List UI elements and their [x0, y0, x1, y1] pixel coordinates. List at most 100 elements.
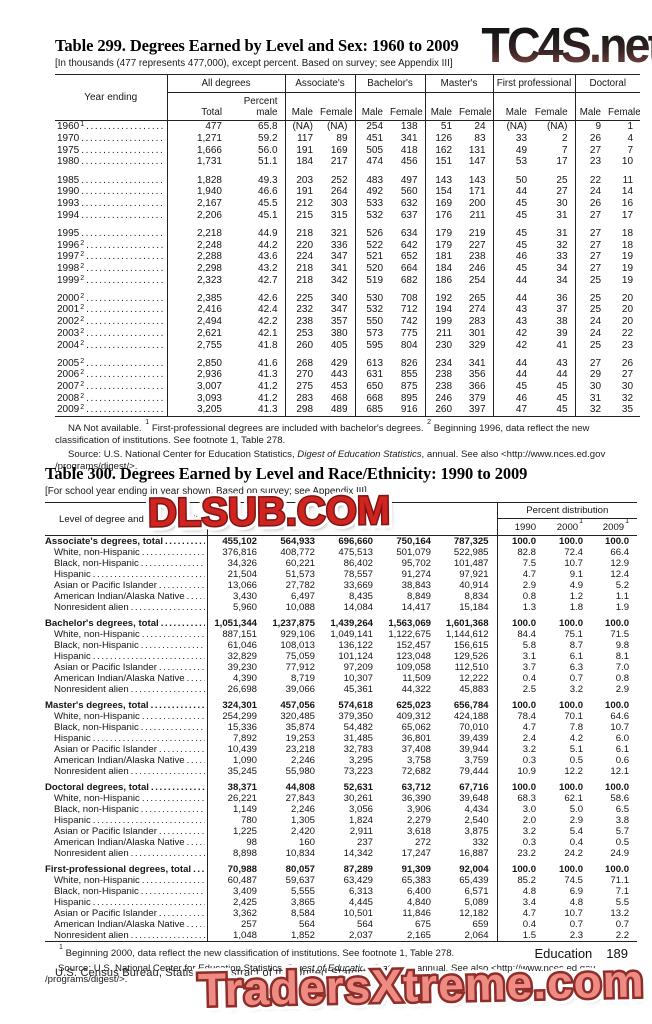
table-cell: 560: [400, 186, 418, 198]
table-cell: 397: [468, 404, 486, 416]
table-cell: 33: [556, 251, 568, 263]
table-cell: 101,487: [453, 558, 489, 569]
table-cell: 424,188: [453, 711, 489, 722]
table-cell: 18: [621, 239, 634, 251]
table-cell: 8.7: [569, 640, 584, 651]
year-cell: 19992...................................…: [55, 274, 167, 286]
table-cell: 468: [330, 392, 348, 404]
table-cell: 71.5: [610, 629, 630, 640]
table-cell: 39,230: [206, 662, 265, 673]
year-cell: 20012...................................…: [55, 304, 167, 316]
dot-leader: ........................................…: [86, 404, 164, 416]
table-cell: 45.1: [258, 209, 278, 221]
year-label: 1994: [57, 209, 80, 221]
table-row: 1980....................................…: [55, 156, 640, 168]
table-cell: 41.6: [258, 357, 278, 369]
table-cell: 68.3: [496, 793, 545, 804]
row-label: White, non-Hispanic: [54, 711, 140, 722]
table-cell: 100.0: [605, 700, 630, 711]
table-cell: 24: [574, 327, 609, 340]
table-cell: 6,313: [348, 886, 373, 897]
dot-leader: ........................................…: [92, 569, 205, 580]
table-cell: 75.1: [564, 629, 584, 640]
table-cell: 260: [284, 339, 321, 351]
table-cell: 2: [561, 133, 568, 145]
table-cell: 44: [492, 274, 535, 286]
table-cell: 100.0: [605, 864, 630, 875]
table-cell: 6.3: [569, 662, 584, 673]
table-cell: 595: [354, 339, 391, 351]
table-cell: 138: [400, 121, 418, 133]
dot-leader: ........................................…: [86, 369, 164, 381]
table-cell: 298: [284, 404, 321, 417]
table-cell: 7: [627, 144, 634, 156]
table-cell: 6.1: [615, 744, 630, 755]
table-cell: 51: [424, 120, 460, 133]
table-cell: 3,618: [406, 826, 431, 837]
year-label: 1960: [57, 121, 80, 133]
table-cell: 625,023: [396, 700, 431, 711]
table-cell: 1,828: [166, 174, 229, 186]
header-row-years: 1990 20001 20091: [45, 518, 637, 536]
table-cell: 564: [298, 919, 315, 930]
table-cell: 0.5: [615, 837, 630, 848]
row-label-cell: Asian or Pacific Islander...............…: [45, 908, 207, 919]
table-cell: 2.0: [496, 815, 545, 826]
row-label: American Indian/Alaska Native: [54, 673, 185, 684]
table-cell: 60,221: [285, 558, 315, 569]
table-cell: 7.0: [615, 662, 630, 673]
dot-leader: ........................................…: [81, 156, 165, 168]
table-cell: 4: [627, 133, 634, 145]
degree-group-header: First professional: [492, 74, 576, 93]
table-cell: 45: [492, 262, 535, 275]
table-cell: 341: [400, 133, 418, 145]
row-label: Bachelor's degrees, total: [45, 618, 159, 629]
table-cell: 53: [492, 156, 535, 168]
table-cell: 3,205: [166, 404, 229, 417]
table-cell: 232: [284, 304, 321, 316]
table-cell: 522,985: [453, 547, 489, 558]
table-cell: 252: [330, 174, 348, 186]
table-cell: 40,914: [459, 580, 489, 591]
table-cell: 405: [330, 339, 348, 351]
table-cell: 78,557: [343, 569, 373, 580]
table-cell: 225: [284, 292, 321, 305]
row-label: American Indian/Alaska Native: [54, 591, 185, 602]
table-cell: 668: [354, 392, 391, 405]
table-cell: 66.4: [610, 547, 630, 558]
table-cell: 100.0: [496, 864, 545, 875]
table-cell: 685: [354, 404, 391, 417]
table-cell: 64.6: [610, 711, 630, 722]
table-cell: 652: [400, 251, 418, 263]
dot-leader: ........................................…: [81, 144, 165, 156]
year-label: 1998: [57, 262, 80, 274]
dot-leader: ........................................…: [92, 651, 205, 662]
table-cell: 520: [354, 262, 391, 275]
table-cell: 41.3: [258, 369, 278, 381]
table-cell: 505: [354, 144, 391, 157]
row-label-cell: Bachelor's degrees, total...............…: [45, 618, 207, 629]
column-header: Female: [390, 107, 423, 118]
table-cell: 17: [556, 156, 568, 168]
table-row: Nonresident alien.......................…: [45, 848, 637, 859]
table-cell: 32: [556, 239, 568, 251]
row-label-cell: White, non-Hispanic.....................…: [45, 793, 207, 804]
row-label: Asian or Pacific Islander: [54, 744, 157, 755]
column-header: Female: [320, 107, 353, 118]
table-row: Asian or Pacific Islander...............…: [45, 826, 637, 837]
table-cell: 3.2: [496, 744, 545, 755]
table-cell: 6.1: [569, 651, 584, 662]
table-cell: 9.1: [569, 569, 584, 580]
year-label: 2004: [57, 339, 80, 351]
spacer-row: [55, 221, 641, 228]
table-cell: 18: [621, 227, 634, 239]
table-cell: 92,004: [459, 864, 489, 875]
table-cell: 95,702: [401, 558, 431, 569]
table-cell: 1,940: [166, 185, 229, 198]
table-cell: 70.1: [564, 711, 584, 722]
table-cell: 5.0: [569, 804, 584, 815]
year-label: 1999: [57, 274, 80, 286]
table-cell: 10.7: [610, 722, 630, 733]
table-cell: 254: [354, 120, 391, 133]
table-cell: 0.7: [569, 673, 584, 684]
